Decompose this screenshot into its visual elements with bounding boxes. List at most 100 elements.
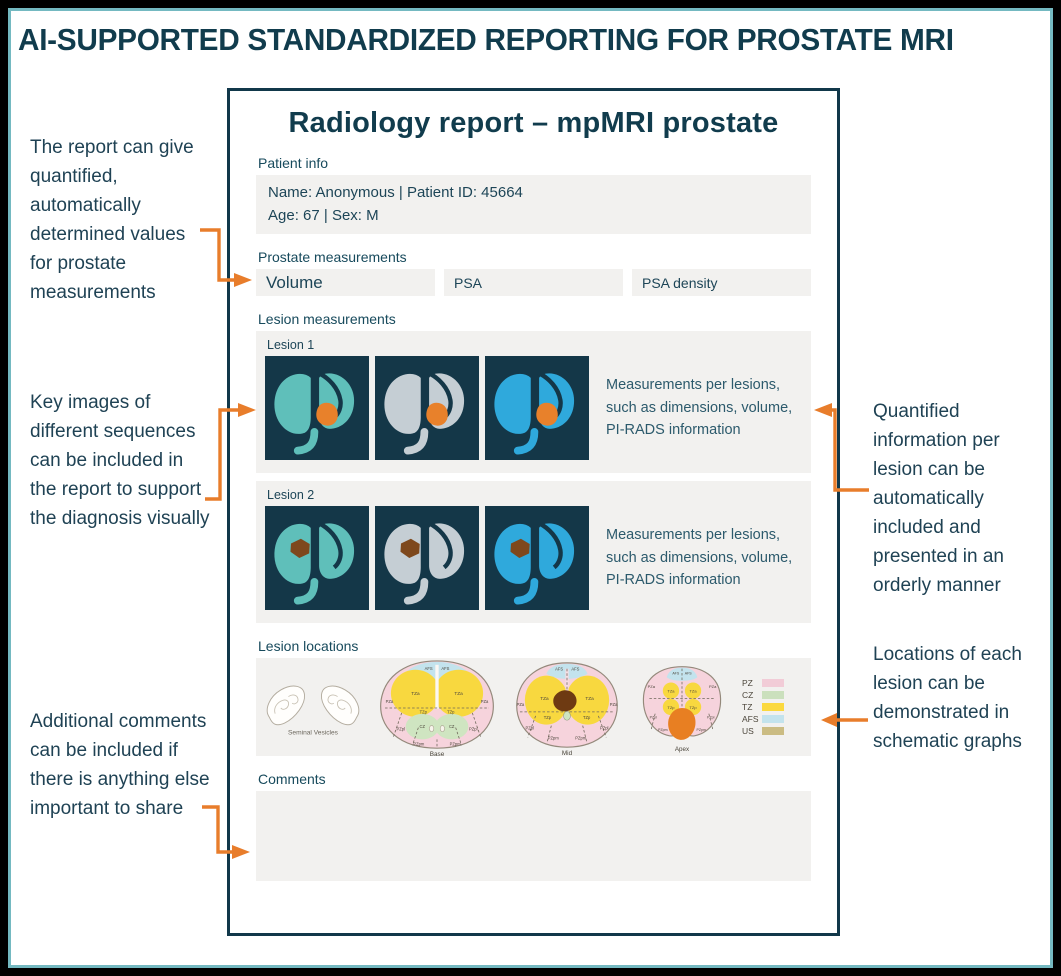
- legend-row: CZ: [742, 690, 784, 700]
- zone-label: TZp: [544, 715, 552, 720]
- lesion-locations-label: Lesion locations: [258, 638, 359, 654]
- elbow-arrow-icon: [202, 805, 250, 859]
- zone-label: PZpl: [469, 727, 478, 732]
- zone-label: AFS: [441, 666, 449, 671]
- legend-swatch: [762, 715, 784, 723]
- zone-label: TZp: [689, 705, 697, 710]
- annotation-lesion-locations: Locations of each lesion can be demonstr…: [873, 644, 1022, 752]
- legend-row: PZ: [742, 678, 784, 688]
- zone-label: PZpm: [658, 728, 667, 732]
- prostate-measurements-label: Prostate measurements: [258, 249, 407, 265]
- legend-row: AFS: [742, 714, 784, 724]
- mri-image-tile: [485, 506, 589, 610]
- zone-label: PZa: [481, 699, 489, 704]
- mid-caption: Mid: [562, 750, 573, 757]
- lesion-1-description: Measurements per lesions, such as dimens…: [606, 377, 793, 439]
- legend-row: US: [742, 726, 784, 736]
- zone-label: PZpm: [450, 741, 462, 746]
- left-arrow-icon: [821, 713, 868, 727]
- zone-label: TZp: [447, 709, 455, 714]
- elbow-arrow-icon: [205, 403, 256, 501]
- zone-label: TZp: [583, 715, 591, 720]
- zone-label: TZa: [585, 696, 594, 701]
- report-title: Radiology report – mpMRI prostate: [288, 107, 779, 139]
- zone-label: TZp: [667, 705, 675, 710]
- zone-label: AFS: [672, 671, 680, 675]
- mid-figure: AFS AFS TZa TZa PZa PZa TZp TZp PZpl PZp…: [516, 662, 618, 757]
- annotation-comments: Additional comments can be included if t…: [30, 711, 210, 819]
- patient-info-line1: Name: Anonymous | Patient ID: 45664: [268, 184, 523, 201]
- lesion-2-box: Lesion 2 Measurements per lesions, such …: [256, 481, 811, 623]
- zone-label: AFS: [555, 667, 563, 672]
- zone-label: PZa: [610, 702, 618, 707]
- base-caption: Base: [430, 751, 445, 758]
- apex-caption: Apex: [675, 746, 690, 753]
- annotation-quantified-info: Quantified information per lesion can be…: [873, 401, 1004, 596]
- zone-label: PZa: [709, 684, 717, 689]
- zone-label: TZa: [411, 691, 420, 696]
- apex-figure: AFS AFS PZa PZa TZa TZa TZp TZp PZpl PZp…: [642, 666, 722, 753]
- zone-label: AFS: [571, 667, 579, 672]
- legend-label: CZ: [742, 690, 754, 700]
- mri-image-tile: [265, 356, 369, 460]
- comments-box[interactable]: [256, 791, 811, 881]
- legend-label: PZ: [742, 678, 753, 688]
- zone-label: CZ: [449, 724, 455, 729]
- psa-field[interactable]: PSA: [444, 269, 623, 296]
- mri-image-tile: [375, 506, 479, 610]
- lesion-1-label: Lesion 1: [267, 338, 315, 352]
- elbow-arrow-icon: [200, 228, 252, 287]
- comments-label: Comments: [258, 771, 326, 787]
- zone-label: PZa: [517, 702, 525, 707]
- legend-swatch: [762, 703, 784, 711]
- base-figure: AFS AFS TZa TZa PZa PZa TZp TZp CZ CZ PZ…: [380, 660, 494, 758]
- legend-swatch: [762, 727, 784, 735]
- zone-label: CZ: [420, 724, 426, 729]
- legend-label: US: [742, 726, 754, 736]
- psa-density-field[interactable]: PSA density: [632, 269, 811, 296]
- lesion-measurements-label: Lesion measurements: [258, 311, 396, 327]
- patient-info-box: Name: Anonymous | Patient ID: 45664 Age:…: [256, 175, 811, 234]
- zone-label: TZa: [454, 691, 463, 696]
- zone-label: PZpm: [575, 735, 587, 740]
- legend-label: AFS: [742, 714, 759, 724]
- lesion-2-description: Measurements per lesions, such as dimens…: [606, 527, 793, 589]
- zone-label: TZa: [667, 689, 675, 694]
- lesion-1-tiles: [265, 356, 589, 460]
- zone-legend: PZ CZ TZ AFS US: [742, 678, 784, 736]
- mri-image-tile: [265, 506, 369, 610]
- lesion-2-label: Lesion 2: [267, 488, 315, 502]
- zone-label: AFS: [685, 671, 693, 675]
- legend-label: TZ: [742, 702, 753, 712]
- patient-info-line2: Age: 67 | Sex: M: [268, 206, 379, 224]
- volume-field[interactable]: Volume: [256, 269, 435, 296]
- zone-label: PZpl: [707, 716, 714, 720]
- legend-row: TZ: [742, 702, 784, 712]
- zone-label: AFS: [425, 666, 433, 671]
- page-title: AI-SUPPORTED STANDARDIZED REPORTING FOR …: [18, 22, 954, 57]
- mri-image-tile: [485, 356, 589, 460]
- zone-label: PZa: [648, 684, 656, 689]
- zone-label: PZpm: [413, 741, 425, 746]
- lesion-1-box: Lesion 1 Measurements per lesions, such …: [256, 331, 811, 473]
- seminal-vesicles-caption: Seminal Vesicles: [288, 729, 339, 736]
- zone-label: PZpl: [396, 727, 405, 732]
- zone-label: PZpm: [696, 728, 705, 732]
- annotation-prostate-measurements: The report can give quantified, automati…: [30, 137, 194, 303]
- elbow-arrow-icon: [814, 403, 869, 492]
- seminal-vesicles-figure: Seminal Vesicles: [266, 685, 360, 736]
- zone-label: TZp: [420, 709, 428, 714]
- zone-label: TZa: [689, 689, 697, 694]
- mri-image-tile: [375, 356, 479, 460]
- zone-label: TZa: [540, 696, 549, 701]
- lesion-2-tiles: [265, 506, 589, 610]
- zone-label: PZpl: [650, 716, 657, 720]
- lesion-locations-box: Seminal Vesicles AFS AFS TZa: [256, 658, 811, 758]
- zone-label: PZa: [386, 699, 394, 704]
- report-card: Radiology report – mpMRI prostate Patien…: [227, 88, 840, 936]
- legend-swatch: [762, 679, 784, 687]
- annotation-key-images: Key images of different sequences can be…: [30, 392, 210, 529]
- legend-swatch: [762, 691, 784, 699]
- patient-info-label: Patient info: [258, 155, 329, 171]
